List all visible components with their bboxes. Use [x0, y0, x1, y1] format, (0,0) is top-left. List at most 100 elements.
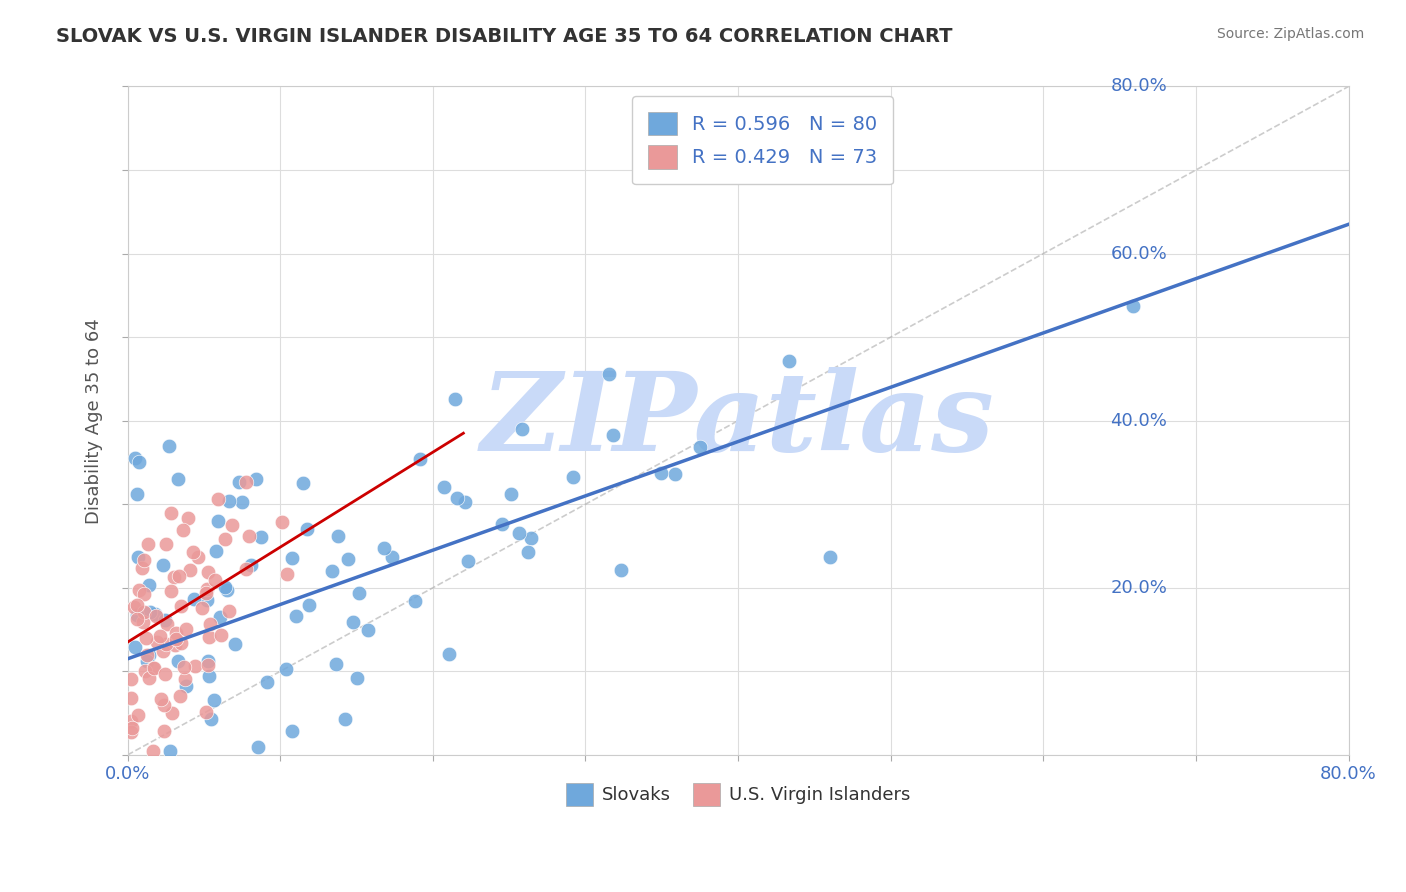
Text: 60.0%: 60.0%	[1111, 244, 1167, 262]
Point	[457, 554, 479, 568]
Point	[136, 536, 159, 550]
Point	[195, 582, 218, 597]
Point	[145, 609, 167, 624]
Point	[174, 673, 197, 687]
Point	[138, 672, 160, 686]
Point	[336, 552, 359, 566]
Point	[184, 659, 207, 673]
Point	[215, 583, 238, 598]
Point	[187, 549, 209, 564]
Point	[191, 601, 214, 615]
Point	[198, 669, 221, 683]
Legend: Slovaks, U.S. Virgin Islanders: Slovaks, U.S. Virgin Islanders	[558, 776, 918, 813]
Point	[128, 582, 150, 597]
Point	[127, 550, 149, 565]
Point	[132, 553, 155, 567]
Point	[321, 565, 343, 579]
Text: 80.0%: 80.0%	[1111, 78, 1167, 95]
Point	[174, 679, 197, 693]
Point	[221, 517, 243, 532]
Point	[149, 629, 172, 643]
Point	[245, 472, 267, 486]
Point	[122, 599, 145, 614]
Point	[650, 466, 672, 480]
Point	[134, 605, 156, 619]
Point	[152, 644, 174, 658]
Point	[160, 706, 183, 720]
Point	[167, 472, 190, 486]
Point	[155, 637, 177, 651]
Point	[197, 566, 219, 580]
Point	[202, 693, 225, 707]
Point	[125, 486, 148, 500]
Point	[169, 689, 191, 703]
Point	[153, 667, 176, 681]
Point	[125, 612, 148, 626]
Point	[326, 529, 349, 543]
Point	[197, 654, 219, 668]
Point	[491, 516, 513, 531]
Point	[138, 578, 160, 592]
Point	[235, 562, 257, 576]
Point	[163, 638, 186, 652]
Point	[120, 714, 142, 728]
Point	[235, 475, 257, 489]
Point	[169, 569, 191, 583]
Point	[281, 551, 304, 566]
Point	[139, 605, 162, 619]
Point	[146, 634, 169, 648]
Point	[121, 721, 143, 735]
Point	[124, 640, 146, 655]
Point	[124, 450, 146, 465]
Point	[602, 428, 624, 442]
Point	[135, 654, 157, 668]
Point	[218, 494, 240, 508]
Point	[238, 529, 260, 543]
Point	[152, 558, 174, 572]
Point	[200, 712, 222, 726]
Point	[131, 561, 153, 575]
Point	[346, 671, 368, 685]
Text: 40.0%: 40.0%	[1111, 412, 1167, 430]
Point	[183, 545, 205, 559]
Point	[818, 549, 841, 564]
Point	[204, 544, 226, 558]
Point	[132, 615, 155, 629]
Point	[443, 392, 465, 406]
Point	[159, 744, 181, 758]
Point	[165, 626, 187, 640]
Point	[281, 724, 304, 739]
Point	[209, 627, 232, 641]
Point	[127, 708, 149, 723]
Point	[439, 647, 461, 661]
Point	[207, 514, 229, 528]
Point	[404, 594, 426, 608]
Point	[160, 507, 183, 521]
Point	[246, 739, 269, 754]
Point	[214, 580, 236, 594]
Point	[285, 609, 308, 624]
Point	[342, 615, 364, 629]
Point	[433, 480, 456, 494]
Point	[240, 558, 263, 573]
Point	[499, 486, 522, 500]
Point	[132, 587, 155, 601]
Point	[274, 662, 297, 676]
Point	[664, 467, 686, 481]
Point	[163, 570, 186, 584]
Point	[508, 526, 530, 541]
Point	[143, 661, 166, 675]
Point	[561, 470, 583, 484]
Point	[195, 585, 218, 599]
Point	[295, 522, 318, 536]
Point	[778, 354, 800, 368]
Point	[598, 367, 620, 381]
Point	[224, 637, 246, 651]
Point	[142, 744, 165, 758]
Point	[228, 475, 250, 490]
Point	[349, 586, 371, 600]
Point	[173, 660, 195, 674]
Point	[197, 658, 219, 673]
Point	[373, 541, 395, 556]
Point	[517, 545, 540, 559]
